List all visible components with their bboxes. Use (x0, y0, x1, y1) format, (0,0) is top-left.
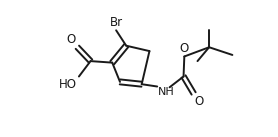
Text: O: O (180, 42, 189, 55)
Text: O: O (194, 95, 204, 108)
Text: Br: Br (110, 16, 123, 29)
Text: HO: HO (59, 78, 77, 91)
Text: NH: NH (158, 87, 175, 97)
Text: O: O (66, 33, 76, 46)
